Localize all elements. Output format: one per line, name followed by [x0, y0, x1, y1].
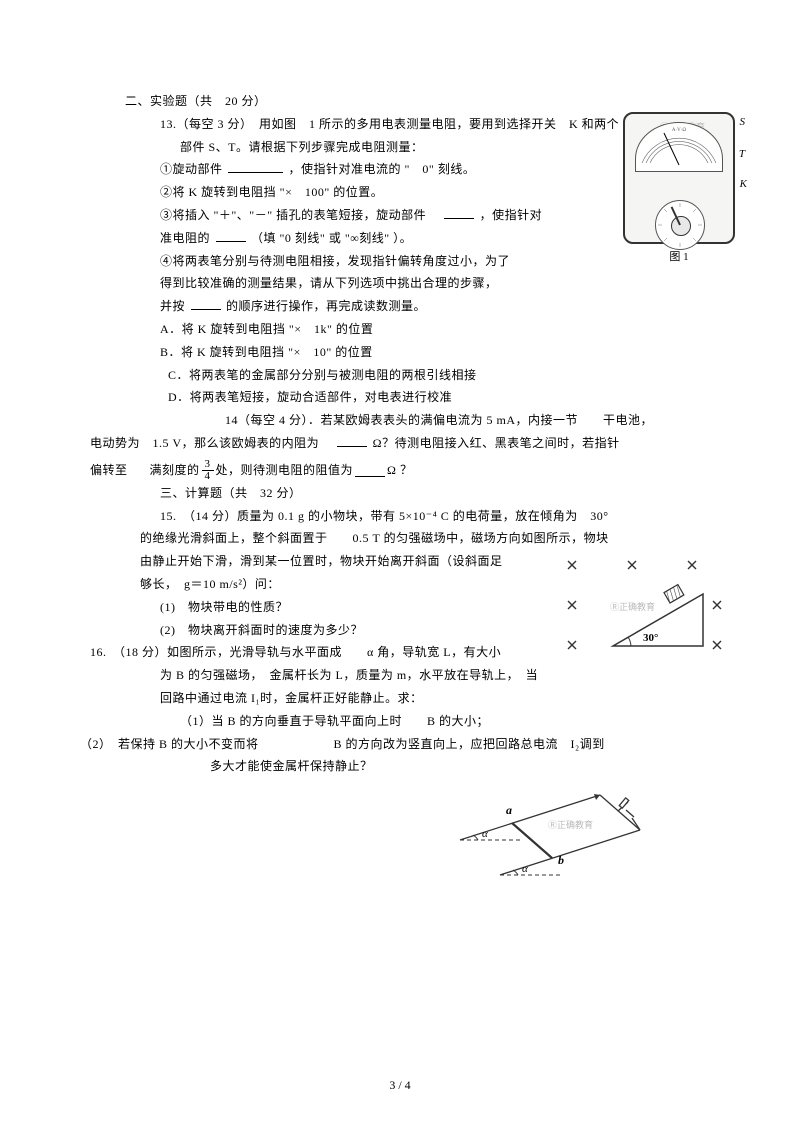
- page-content: 二、实验题（共 20 分） 13.（每空 3 分） 用如图 1 所示的多用电表测…: [0, 0, 800, 778]
- blank-part2: [444, 206, 474, 219]
- q14-b: 电动势为 1.5 V，那么该欧姆表的内阻为: [90, 436, 332, 450]
- section2-heading: 二、实验题（共 20 分）: [60, 90, 740, 113]
- q16-f: 多大才能使金属杆保持静止？: [60, 755, 740, 778]
- incline-figure: 30° Ⓡ正确教育: [565, 558, 725, 658]
- meter-caption: 图 1: [620, 248, 738, 264]
- blank-scale: [216, 229, 246, 242]
- svg-text:α: α: [482, 828, 488, 840]
- q13-s3b: ，使指针对: [480, 208, 543, 222]
- q15-a: 15. （14 分）质量为 0.1 g 的小物块，带有 5×10⁻⁴ C 的电荷…: [60, 505, 740, 528]
- q14-l1: 14（每空 4 分）．若某欧姆表表头的满偏电流为 5 mA，内接一节 干电池，: [60, 409, 740, 432]
- multimeter-figure: Ⓡ正确教育 A·V·Ω: [620, 112, 738, 264]
- incline-angle-text: 30°: [643, 632, 658, 644]
- q16-b: 为 B 的匀强磁场， 金属杆长为 L，质量为 m，水平放在导轨上， 当: [60, 664, 740, 687]
- meter-dial: [655, 200, 705, 250]
- q16-c: 回路中通过电流 I₁时，金属杆正好能静止。求：: [60, 687, 740, 710]
- svg-text:α: α: [522, 863, 528, 875]
- q13-s3c: 准电阻的: [160, 231, 210, 245]
- q14-l3: 偏转至 满刻度的 3 4 处，则待测电阻的阻值为 Ω ？: [60, 459, 740, 482]
- label-S: S: [740, 116, 746, 128]
- watermark-3: Ⓡ正确教育: [548, 818, 593, 831]
- meter-screen: A·V·Ω: [635, 122, 723, 172]
- q14-d-mid2: 处，则待测电阻的阻值为: [216, 459, 354, 482]
- frac-num: 3: [202, 459, 214, 471]
- q13-step4-l2: 得到比较准确的测量结果，请从下列选项中挑出合理的步骤，: [60, 272, 740, 295]
- q13-step4-l3: 并按 的顺序进行操作，再完成读数测量。: [60, 295, 740, 318]
- q13-s4c: 并按: [160, 299, 185, 313]
- q13-optB: B．将 K 旋转到电阻挡 "× 10" 的位置: [60, 341, 740, 364]
- q13-s1b: ，使指针对准电流的 " 0" 刻线。: [289, 162, 476, 176]
- rail-figure: a b α α Ⓡ正确教育: [450, 780, 670, 890]
- q14-d-mid: 满刻度的: [150, 459, 200, 482]
- label-T: T: [739, 148, 745, 160]
- label-K: K: [740, 178, 747, 190]
- section3-heading: 三、计算题（共 32 分）: [60, 482, 740, 505]
- q13-s3d: （填 "0 刻线" 或 "∞刻线" ）。: [251, 231, 412, 245]
- blank-part1: [228, 160, 283, 173]
- q13-optD: D．将两表笔短接，旋动合适部件，对电表进行校准: [60, 386, 740, 409]
- blank-r-internal: [337, 434, 367, 447]
- q13-optC: C．将两表笔的金属部分分别与被测电阻的两根引线相接: [60, 364, 740, 387]
- blank-r-measured: [355, 464, 385, 477]
- q13-s4d: 的顺序进行操作，再完成读数测量。: [226, 299, 426, 313]
- svg-text:b: b: [558, 853, 564, 867]
- multimeter-body: Ⓡ正确教育 A·V·Ω: [623, 112, 735, 244]
- q14-d-pre: 偏转至: [90, 459, 128, 482]
- fraction-3-4: 3 4: [202, 459, 214, 482]
- q13-s3a: ③将插入 "＋"、"－" 插孔的表笔短接，旋动部件: [160, 208, 439, 222]
- q16-d: （1）当 B 的方向垂直于导轨平面向上时 B 的大小；: [60, 710, 740, 733]
- svg-text:a: a: [506, 803, 512, 817]
- blank-order: [191, 297, 221, 310]
- page-number: 3 / 4: [0, 1078, 800, 1093]
- q14-l2: 电动势为 1.5 V，那么该欧姆表的内阻为 Ω？待测电阻接入红、黑表笔之间时，若…: [60, 432, 740, 455]
- q15-b: 的绝缘光滑斜面上，整个斜面置于 0.5 T 的匀强磁场中，磁场方向如图所示，物块: [60, 527, 740, 550]
- watermark-2: Ⓡ正确教育: [610, 600, 655, 613]
- q14-c: Ω？待测电阻接入红、黑表笔之间时，若指针: [373, 436, 620, 450]
- frac-den: 4: [202, 471, 214, 482]
- q16-e: （2） 若保持 B 的大小不变而将 B 的方向改为竖直向上，应把回路总电流 I₂…: [60, 733, 740, 756]
- q14-d-end: Ω ？: [387, 459, 412, 482]
- q13-optA: A．将 K 旋转到电阻挡 "× 1k" 的位置: [60, 318, 740, 341]
- svg-text:A·V·Ω: A·V·Ω: [672, 128, 687, 133]
- q13-s1a: ①旋动部件: [160, 162, 223, 176]
